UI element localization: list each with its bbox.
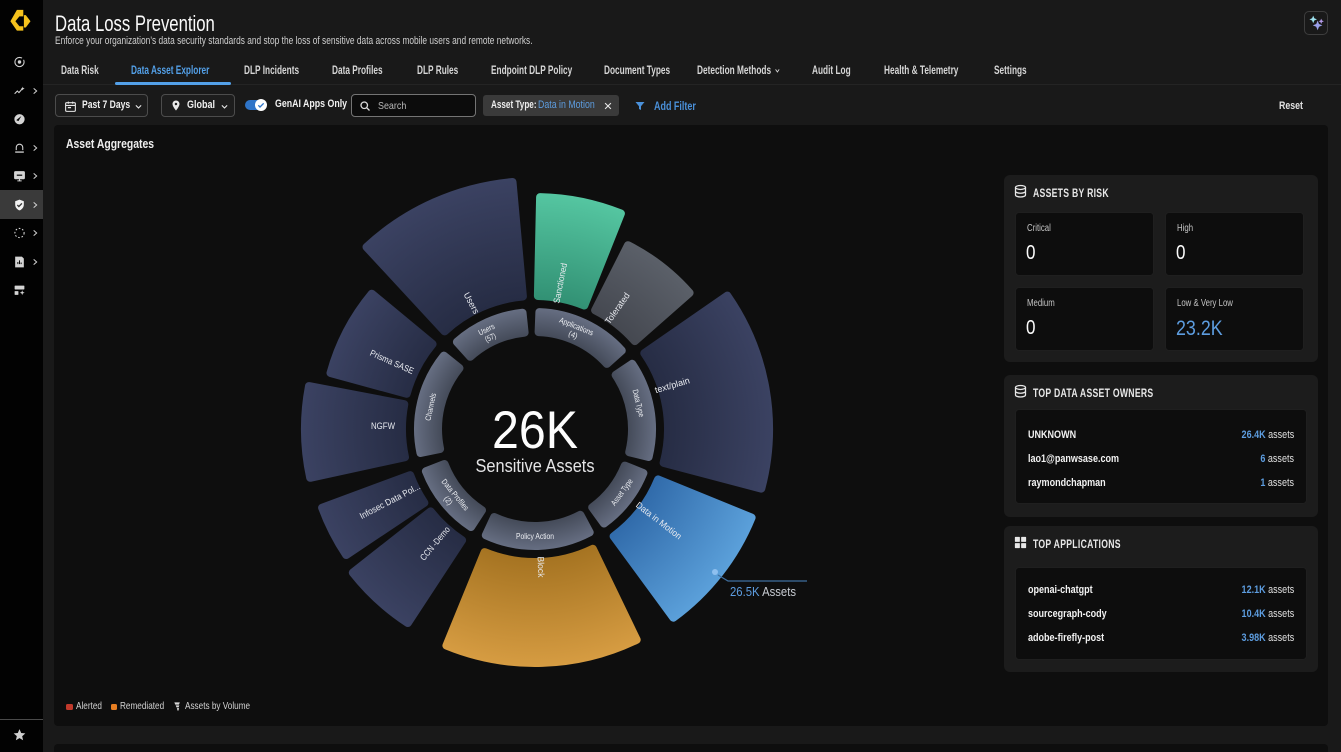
svg-text:Sensitive Assets: Sensitive Assets [476, 456, 595, 476]
svg-text:Policy Action: Policy Action [516, 532, 554, 541]
svg-text:26.5K Assets: 26.5K Assets [730, 584, 796, 599]
svg-text:Block: Block [536, 556, 546, 578]
svg-text:NGFW: NGFW [371, 421, 395, 431]
svg-text:26K: 26K [492, 401, 578, 460]
